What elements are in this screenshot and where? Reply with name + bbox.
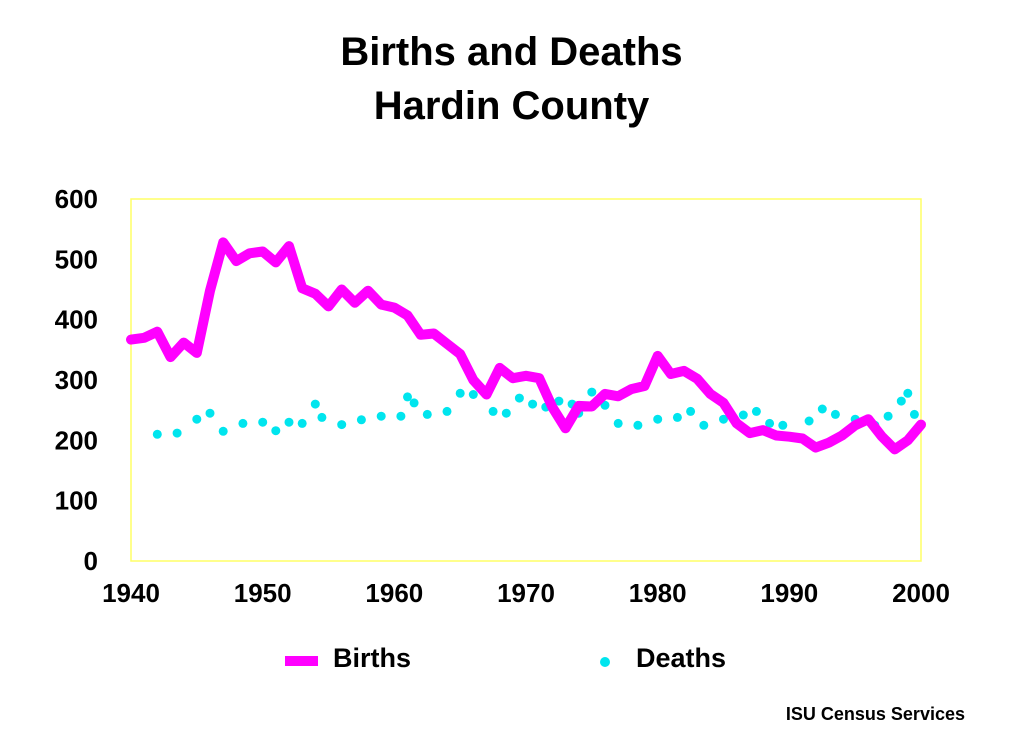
deaths-series	[152, 387, 919, 439]
deaths-point	[376, 411, 386, 421]
source-credit: ISU Census Services	[785, 704, 965, 724]
chart-title-line-1: Births and Deaths	[340, 30, 683, 74]
deaths-point	[284, 417, 294, 427]
deaths-point	[271, 426, 281, 436]
deaths-point	[817, 404, 827, 414]
deaths-point	[554, 396, 564, 406]
deaths-point	[903, 388, 913, 398]
deaths-point	[600, 400, 610, 410]
deaths-point	[804, 416, 814, 426]
legend-deaths-swatch	[600, 657, 610, 667]
legend: Births Deaths	[285, 643, 726, 673]
deaths-point	[883, 411, 893, 421]
x-axis: 1940 1950 1960 1970 1980 1990 2000	[102, 578, 950, 608]
deaths-point	[765, 418, 775, 428]
y-tick-label: 500	[55, 244, 98, 274]
deaths-point	[310, 399, 320, 409]
x-tick-label: 1960	[365, 578, 423, 608]
deaths-point	[205, 408, 215, 418]
deaths-point	[909, 409, 919, 419]
deaths-point	[514, 393, 524, 403]
deaths-point	[152, 429, 162, 439]
legend-deaths-label: Deaths	[636, 643, 726, 673]
deaths-point	[778, 420, 788, 430]
births-series-line	[126, 237, 926, 455]
deaths-point	[337, 420, 347, 430]
deaths-point	[172, 428, 182, 438]
deaths-point	[258, 417, 268, 427]
deaths-point	[356, 415, 366, 425]
deaths-point	[699, 420, 709, 430]
deaths-point	[613, 418, 623, 428]
deaths-point	[317, 412, 327, 422]
deaths-point	[192, 414, 202, 424]
deaths-point	[409, 398, 419, 408]
deaths-point	[455, 388, 465, 398]
deaths-point	[633, 420, 643, 430]
deaths-point	[468, 390, 478, 399]
deaths-point	[751, 406, 761, 416]
deaths-point	[238, 418, 248, 428]
deaths-point	[719, 414, 728, 424]
deaths-point	[587, 387, 597, 397]
y-tick-label: 600	[55, 184, 98, 214]
deaths-point	[396, 411, 406, 421]
x-tick-label: 1990	[760, 578, 818, 608]
deaths-point	[672, 412, 682, 422]
plot-area	[130, 198, 922, 562]
deaths-point	[488, 406, 498, 416]
x-tick-label: 1940	[102, 578, 160, 608]
deaths-point	[442, 406, 452, 416]
deaths-point	[896, 396, 906, 406]
deaths-point	[738, 410, 748, 420]
x-tick-label: 1950	[234, 578, 292, 608]
y-tick-label: 0	[84, 546, 98, 576]
deaths-point	[686, 406, 696, 416]
deaths-point	[218, 426, 228, 436]
deaths-point	[501, 408, 511, 418]
y-tick-label: 300	[55, 365, 98, 395]
x-tick-label: 1980	[629, 578, 687, 608]
x-tick-label: 1970	[497, 578, 555, 608]
deaths-point	[403, 392, 412, 402]
y-axis: 0 100 200 300 400 500 600	[55, 184, 98, 576]
deaths-point	[830, 409, 840, 419]
y-tick-label: 400	[55, 305, 98, 335]
y-tick-label: 200	[55, 425, 98, 455]
y-tick-label: 100	[55, 486, 98, 516]
deaths-point	[297, 418, 307, 428]
legend-births-label: Births	[333, 643, 411, 673]
deaths-point	[422, 409, 432, 419]
x-tick-label: 2000	[892, 578, 950, 608]
deaths-point	[653, 414, 663, 424]
chart-title-line-2: Hardin County	[373, 84, 650, 128]
deaths-point	[528, 399, 538, 409]
